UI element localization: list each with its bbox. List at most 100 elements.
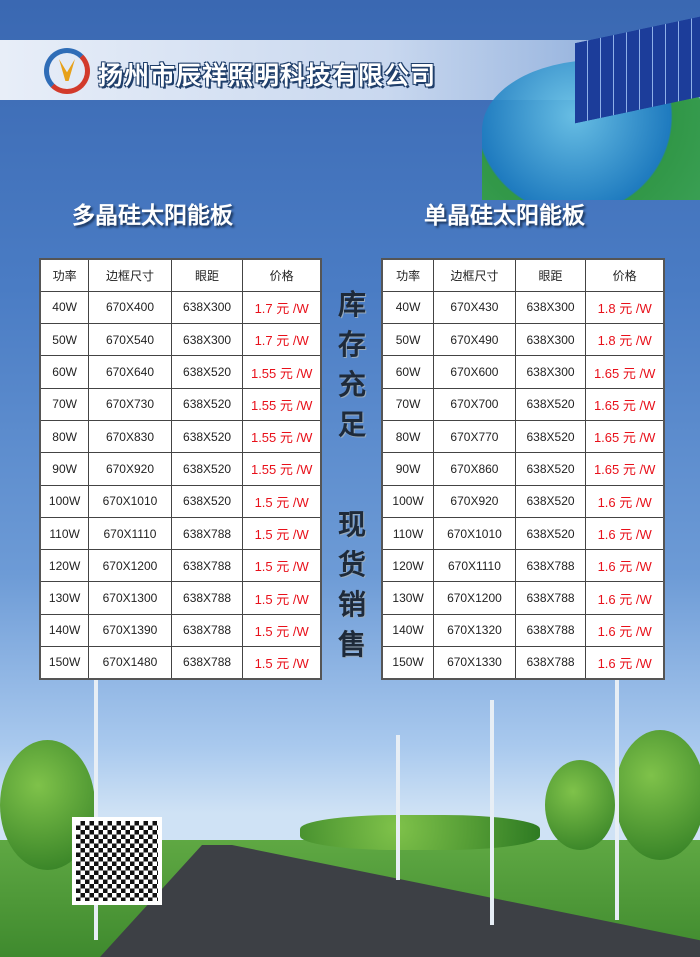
table-row: 40W 670X430 638X300 1.8 元 /W [381,290,665,325]
table-row: 70W 670X700 638X520 1.65 元 /W [381,387,665,421]
table-row: 140W 670X1390 638X788 1.5 元 /W [39,613,322,648]
table-cell: 110W [39,516,90,551]
tree [615,730,700,860]
table-cell: 638X520 [170,452,244,486]
table-row: 100W 670X1010 638X520 1.5 元 /W [39,484,322,518]
column-header: 功率 [39,258,90,292]
table-cell: 80W [39,419,90,454]
table-cell: 1.65 元 /W [585,419,665,454]
table-row: 150W 670X1480 638X788 1.5 元 /W [39,646,322,680]
table-cell: 1.55 元 /W [242,419,322,454]
column-header: 边框尺寸 [433,258,516,292]
right-title: 单晶硅太阳能板 [424,203,585,229]
table-cell: 120W [381,549,435,583]
table-cell: 100W [381,484,435,518]
table-cell: 670X1330 [433,646,516,680]
table-cell: 670X1200 [433,581,516,615]
table-cell: 638X788 [514,613,587,648]
company-logo [44,48,90,94]
table-cell: 638X520 [170,387,244,421]
street-light-pole [396,735,400,880]
table-cell: 670X730 [88,387,172,421]
table-cell: 670X1320 [433,613,516,648]
table-cell: 638X788 [170,613,244,648]
table-cell: 670X490 [433,323,516,357]
poly-price-table: 功率 边框尺寸 眼距 价格 40W 670X400 638X300 1.7 元 /W 50W 67… [39,258,322,680]
table-cell: 638X520 [514,387,587,421]
table-row: 110W 670X1010 638X520 1.6 元 /W [381,516,665,551]
table-header-row: 功率 边框尺寸 眼距 价格 [381,258,665,292]
table-cell: 50W [39,323,90,357]
slogan-stock: 库存充足 [337,288,366,441]
table-cell: 1.5 元 /W [242,581,322,615]
table-header-row: 功率 边框尺寸 眼距 价格 [39,258,322,292]
street-light-pole [490,700,494,925]
qr-code [72,817,162,905]
table-row: 100W 670X920 638X520 1.6 元 /W [381,484,665,518]
table-row: 90W 670X860 638X520 1.65 元 /W [381,452,665,486]
table-cell: 1.5 元 /W [242,646,322,680]
table-cell: 1.6 元 /W [585,484,665,518]
table-cell: 638X788 [514,549,587,583]
table-cell: 120W [39,549,90,583]
column-header: 价格 [585,258,665,292]
table-cell: 1.65 元 /W [585,387,665,421]
table-cell: 150W [39,646,90,680]
table-cell: 670X400 [88,290,172,325]
table-cell: 40W [381,290,435,325]
table-cell: 1.6 元 /W [585,549,665,583]
table-cell: 1.6 元 /W [585,613,665,648]
table-cell: 670X1010 [88,484,172,518]
table-row: 80W 670X830 638X520 1.55 元 /W [39,419,322,454]
table-cell: 670X640 [88,355,172,389]
table-cell: 1.7 元 /W [242,290,322,325]
table-cell: 670X830 [88,419,172,454]
slogan-sale: 现货销售 [337,508,366,661]
table-cell: 90W [39,452,90,486]
table-cell: 638X300 [170,323,244,357]
table-cell: 90W [381,452,435,486]
table-cell: 1.65 元 /W [585,452,665,486]
table-cell: 1.8 元 /W [585,323,665,357]
table-row: 60W 670X600 638X300 1.65 元 /W [381,355,665,389]
table-cell: 670X600 [433,355,516,389]
company-name: 扬州市辰祥照明科技有限公司 [98,61,437,90]
table-row: 70W 670X730 638X520 1.55 元 /W [39,387,322,421]
table-cell: 1.65 元 /W [585,355,665,389]
table-cell: 1.55 元 /W [242,452,322,486]
table-cell: 1.5 元 /W [242,516,322,551]
table-row: 50W 670X490 638X300 1.8 元 /W [381,323,665,357]
table-cell: 638X300 [170,290,244,325]
table-cell: 638X520 [514,484,587,518]
table-cell: 638X300 [514,290,587,325]
table-row: 130W 670X1300 638X788 1.5 元 /W [39,581,322,615]
table-cell: 1.6 元 /W [585,516,665,551]
table-cell: 50W [381,323,435,357]
table-row: 150W 670X1330 638X788 1.6 元 /W [381,646,665,680]
table-cell: 638X788 [514,581,587,615]
table-cell: 1.55 元 /W [242,355,322,389]
table-cell: 638X788 [170,581,244,615]
table-row: 40W 670X400 638X300 1.7 元 /W [39,290,322,325]
table-cell: 670X1480 [88,646,172,680]
table-cell: 638X788 [170,549,244,583]
table-cell: 140W [39,613,90,648]
table-cell: 638X520 [514,419,587,454]
tree-row [300,815,540,850]
table-cell: 670X1200 [88,549,172,583]
table-cell: 150W [381,646,435,680]
table-cell: 638X520 [170,484,244,518]
table-cell: 670X860 [433,452,516,486]
table-cell: 60W [381,355,435,389]
table-cell: 1.5 元 /W [242,549,322,583]
table-cell: 1.5 元 /W [242,613,322,648]
table-cell: 638X300 [514,323,587,357]
table-cell: 638X788 [170,646,244,680]
street-light-pole [94,680,98,940]
table-cell: 70W [381,387,435,421]
column-header: 价格 [242,258,322,292]
table-cell: 670X920 [433,484,516,518]
table-row: 60W 670X640 638X520 1.55 元 /W [39,355,322,389]
column-header: 边框尺寸 [88,258,172,292]
table-cell: 670X1300 [88,581,172,615]
